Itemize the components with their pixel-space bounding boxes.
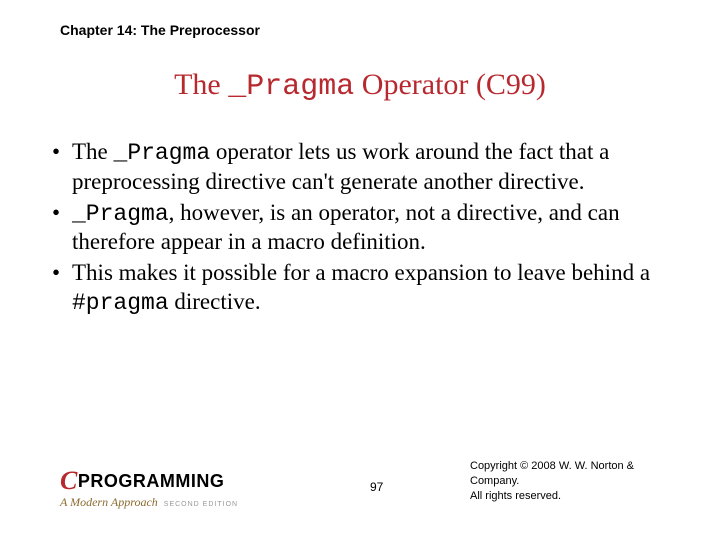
logo-subtitle-text: A Modern Approach <box>60 495 158 509</box>
list-item: _Pragma, however, is an operator, not a … <box>48 199 660 258</box>
copyright: Copyright © 2008 W. W. Norton & Company.… <box>470 459 680 504</box>
title-part1: The <box>174 68 228 101</box>
bullet-code: _Pragma <box>114 140 211 166</box>
list-item: The _Pragma operator lets us work around… <box>48 138 660 197</box>
footer: CPROGRAMMING A Modern Approach SECOND EDI… <box>60 466 680 510</box>
chapter-header: Chapter 14: The Preprocessor <box>60 22 260 38</box>
bullet-text-pre: This makes it possible for a macro expan… <box>72 260 650 285</box>
logo-top: CPROGRAMMING <box>60 466 280 496</box>
bullet-code: #pragma <box>72 290 169 316</box>
page-number: 97 <box>370 480 383 494</box>
book-logo: CPROGRAMMING A Modern Approach SECOND EDI… <box>60 466 280 510</box>
list-item: This makes it possible for a macro expan… <box>48 259 660 318</box>
logo-c-letter: C <box>60 466 78 496</box>
bullet-code: _Pragma <box>72 201 169 227</box>
title-code: _Pragma <box>228 70 354 104</box>
logo-edition: SECOND EDITION <box>164 501 238 508</box>
title-part2: Operator (C99) <box>354 68 546 101</box>
bullet-text-post: directive. <box>169 289 261 314</box>
logo-subtitle: A Modern Approach SECOND EDITION <box>60 495 280 510</box>
slide-title: The _Pragma Operator (C99) <box>0 68 720 104</box>
bullet-text-pre: The <box>72 139 114 164</box>
copyright-line1: Copyright © 2008 W. W. Norton & Company. <box>470 459 680 489</box>
copyright-line2: All rights reserved. <box>470 489 680 504</box>
body-list: The _Pragma operator lets us work around… <box>48 138 660 320</box>
logo-text: PROGRAMMING <box>78 471 225 491</box>
